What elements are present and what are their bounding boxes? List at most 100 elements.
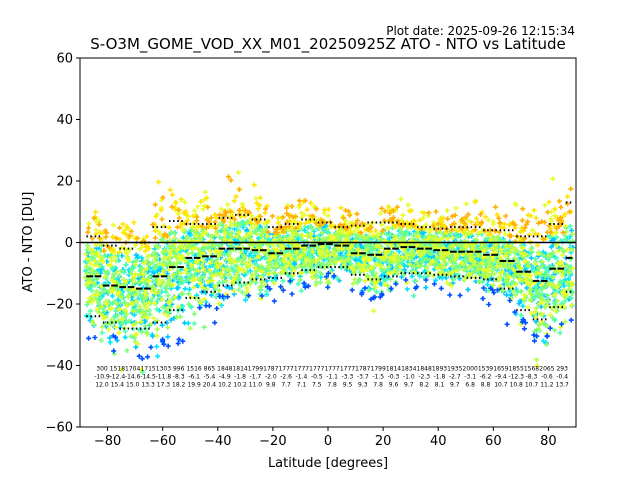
- x-axis-ticks: −80 −60 −40 −20 0 20 40 60 80: [94, 427, 557, 449]
- x-tick-label: −40: [204, 434, 231, 449]
- bin-stat-mean: -5.4: [204, 373, 216, 380]
- x-tick-label: −60: [149, 434, 176, 449]
- bin-stat-count: 1787: [355, 365, 370, 372]
- y-axis-ticks: −60 −40 −20 0 20 40 60: [46, 52, 80, 436]
- bin-stat-mean: -1.5: [372, 373, 384, 380]
- bin-stat-mean: -3.1: [464, 373, 476, 380]
- bin-stat-mean: -12.4: [110, 373, 126, 380]
- bin-stat-count: 1893: [432, 365, 447, 372]
- bin-stat-std: 7.1: [297, 381, 307, 388]
- bin-stat-mean: -2.7: [449, 373, 461, 380]
- bin-stat-mean: -12.3: [508, 373, 524, 380]
- bin-stat-mean: -3.3: [342, 373, 354, 380]
- bin-stat-count: 1568: [524, 365, 539, 372]
- bin-stat-mean: -8.3: [173, 373, 185, 380]
- bin-stat-std: 9.3: [358, 381, 368, 388]
- bin-stat-mean: -0.5: [311, 373, 323, 380]
- bin-stat-count: 996: [173, 365, 185, 372]
- bin-stat-std: 13.7: [556, 381, 570, 388]
- bin-stat-std: 6.8: [465, 381, 475, 388]
- bin-stat-count: 1787: [263, 365, 278, 372]
- bin-stat-count: 1935: [447, 365, 462, 372]
- bin-stat-count: 1855: [509, 365, 524, 372]
- bin-stat-std: 17.3: [157, 381, 171, 388]
- bin-stat-std: 10.2: [218, 381, 232, 388]
- bin-stat-count: 1814: [386, 365, 401, 372]
- bin-stat-count: 1777: [324, 365, 339, 372]
- bin-stat-mean: -1.4: [296, 373, 308, 380]
- bin-stat-std: 18.2: [172, 381, 186, 388]
- bin-stat-count: 300: [96, 365, 108, 372]
- bin-stat-count: 1539: [478, 365, 493, 372]
- bin-stat-mean: -1.8: [234, 373, 246, 380]
- bin-stat-count: 1777: [294, 365, 309, 372]
- y-tick-label: 40: [56, 113, 73, 128]
- bin-stat-count: 2065: [539, 365, 554, 372]
- bin-stat-std: 10.8: [510, 381, 524, 388]
- bin-stat-std: 9.7: [450, 381, 460, 388]
- bin-stat-count: 1848: [217, 365, 232, 372]
- bin-stat-mean: -2.0: [265, 373, 277, 380]
- bin-stat-count: 1799: [248, 365, 263, 372]
- y-tick-label: 60: [56, 52, 73, 67]
- bin-stat-count: 1704: [125, 365, 140, 372]
- x-tick-label: 0: [324, 434, 332, 449]
- bin-stat-std: 7.5: [312, 381, 322, 388]
- bin-stat-std: 10.7: [525, 381, 539, 388]
- bin-stat-count: 1834: [401, 365, 416, 372]
- x-tick-label: −20: [259, 434, 286, 449]
- bin-stat-mean: -2.6: [280, 373, 292, 380]
- bin-stat-std: 20.4: [203, 381, 217, 388]
- bin-stat-mean: -0.6: [541, 373, 553, 380]
- bin-stat-count: 1518: [110, 365, 125, 372]
- bin-stat-count: 865: [204, 365, 216, 372]
- bin-stat-mean: -8.3: [526, 373, 538, 380]
- bin-stat-std: 13.3: [141, 381, 155, 388]
- bin-stat-mean: -1.0: [403, 373, 415, 380]
- bin-stat-count: 1715: [140, 365, 155, 372]
- scatter-series: [85, 174, 574, 254]
- bin-stat-std: 9.8: [266, 381, 276, 388]
- x-tick-label: −80: [94, 434, 121, 449]
- bin-stat-count: 1303: [156, 365, 171, 372]
- bin-stat-std: 15.4: [111, 381, 125, 388]
- bin-stat-mean: -10.9: [94, 373, 110, 380]
- bin-stat-count: 1777: [340, 365, 355, 372]
- y-tick-label: 20: [56, 175, 73, 190]
- bin-stat-mean: -0.3: [388, 373, 400, 380]
- bin-stat-std: 15.0: [126, 381, 140, 388]
- bin-stat-mean: -1.8: [434, 373, 446, 380]
- x-axis-label: Latitude [degrees]: [268, 456, 388, 471]
- bin-stat-std: 8.8: [481, 381, 491, 388]
- x-tick-label: 40: [430, 434, 447, 449]
- bin-stat-std: 8.2: [419, 381, 429, 388]
- x-tick-label: 20: [375, 434, 392, 449]
- bin-stat-std: 9.6: [389, 381, 399, 388]
- y-tick-label: 0: [65, 236, 73, 251]
- bin-stat-count: 1777: [278, 365, 293, 372]
- bin-stat-mean: -3.7: [357, 373, 369, 380]
- y-tick-label: −20: [46, 298, 73, 313]
- y-axis-label: ATO - NTO [DU]: [21, 192, 36, 293]
- x-tick-label: 60: [485, 434, 502, 449]
- bin-stat-std: 11.2: [540, 381, 554, 388]
- bin-stat-mean: -6.2: [480, 373, 492, 380]
- bin-stat-count: 1799: [371, 365, 386, 372]
- chart-title: S-O3M_GOME_VOD_XX_M01_20250925Z ATO - NT…: [90, 35, 566, 54]
- bin-stat-std: 8.1: [435, 381, 445, 388]
- bin-stat-std: 7.8: [373, 381, 383, 388]
- bin-stat-count: 293: [556, 365, 568, 372]
- scatter-points: [83, 169, 576, 375]
- bin-stat-mean: -1.1: [326, 373, 338, 380]
- y-tick-label: −60: [46, 421, 73, 436]
- bin-mean-markers: [86, 201, 573, 330]
- x-tick-label: 80: [540, 434, 557, 449]
- bin-stat-count: 1516: [186, 365, 201, 372]
- bin-stat-std: 7.8: [327, 381, 337, 388]
- y-tick-label: −40: [46, 359, 73, 374]
- scatter-series: [86, 270, 574, 362]
- plot-date: Plot date: 2025-09-26 12:15:34: [386, 24, 575, 38]
- bin-stat-std: 9.7: [404, 381, 414, 388]
- bin-stat-std: 19.9: [187, 381, 201, 388]
